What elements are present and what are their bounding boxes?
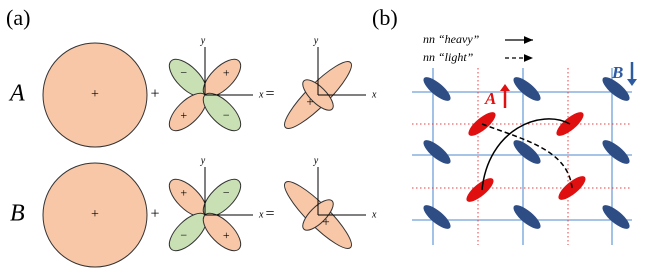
axis-label: y — [200, 35, 206, 46]
sign: − — [223, 108, 230, 122]
orbital-b — [510, 201, 544, 232]
axis-label: y — [313, 35, 319, 46]
spin-label: A — [484, 89, 496, 108]
panel-b: nn “heavy” nn “light” A B — [412, 32, 637, 245]
sign: + — [180, 108, 187, 122]
legend-label: nn “light” — [423, 50, 474, 64]
axis-label: x — [371, 89, 377, 100]
operator: + — [150, 206, 159, 223]
sign: + — [223, 66, 230, 80]
orbital-b — [420, 201, 454, 232]
spin-arrowhead — [627, 79, 637, 86]
orbital-a — [463, 174, 497, 205]
sign: + — [322, 214, 329, 229]
spin-label: B — [611, 63, 623, 82]
sign: + — [223, 228, 230, 242]
figure: (a) (b) A++−++−yx=yx+B+++−−+yx=yx+ nn “h… — [0, 0, 646, 268]
row-label: A — [8, 81, 25, 107]
operator: = — [265, 86, 274, 103]
orbital-b — [510, 73, 544, 104]
axis-label: x — [258, 209, 264, 220]
sign: + — [180, 186, 187, 200]
orbital-b — [599, 136, 633, 167]
panel-a: A++−++−yx=yx+B+++−−+yx=yx+ — [8, 35, 377, 267]
panel-label: (b) — [372, 5, 398, 30]
axis-label: x — [258, 89, 264, 100]
orbital-b — [420, 73, 454, 104]
legend-label: nn “heavy” — [423, 32, 480, 46]
axis-label: x — [371, 209, 377, 220]
orbital-b — [599, 201, 633, 232]
sign: + — [91, 87, 99, 102]
operator: + — [150, 86, 159, 103]
sign: + — [306, 94, 313, 109]
sign: − — [180, 66, 187, 80]
sign: − — [223, 186, 230, 200]
axis-label: y — [200, 155, 206, 166]
operator: = — [265, 206, 274, 223]
row-label: B — [10, 201, 25, 227]
axis-label: y — [313, 155, 319, 166]
sign: − — [180, 228, 187, 242]
spin-arrowhead — [500, 84, 510, 91]
orbital-b — [420, 136, 454, 167]
sign: + — [91, 207, 99, 222]
panel-label: (a) — [6, 5, 30, 30]
